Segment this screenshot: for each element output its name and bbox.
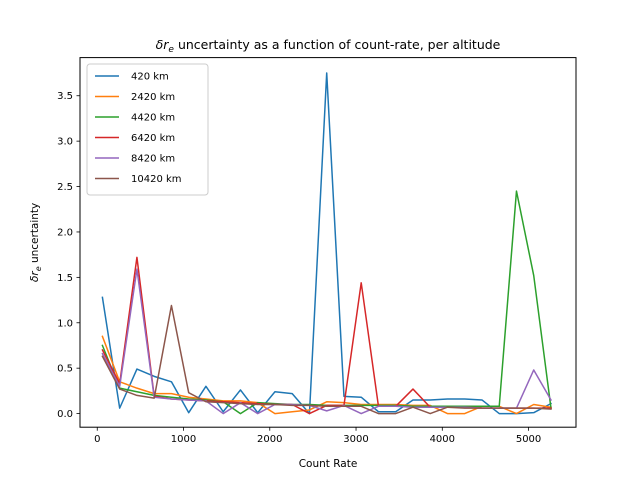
legend: 420 km 2420 km 4420 km 6420 km 8420 km 10420 … [86,63,209,196]
y-tick-label: 3.5 [57,91,73,102]
y-tick-label: 2.5 [57,182,73,193]
y-axis-label: δre uncertainty [29,203,43,282]
series-line-6420-km [101,256,552,415]
legend-label: 6420 km [131,133,175,144]
legend-label: 2420 km [131,92,175,103]
series-line-8420-km [101,268,553,415]
legend-label: 4420 km [131,113,175,124]
x-tick-label: 1000 [171,434,196,445]
y-tick-label: 1.5 [57,273,73,284]
y-tick-label: 0.0 [57,409,73,420]
x-axis: 0 1000 2000 3000 4000 5000 [94,427,541,445]
x-tick-label: 4000 [430,434,455,445]
series-line-4420-km [101,190,552,415]
y-tick-label: 2.0 [57,227,73,238]
x-tick-label: 3000 [343,434,368,445]
y-axis: 0.0 0.5 1.0 1.5 2.0 2.5 3.0 3.5 [57,91,80,420]
x-tick-label: 0 [94,434,100,445]
x-axis-label: Count Rate [299,458,358,470]
series-line-420-km [101,72,552,415]
plot-frame [79,57,577,428]
x-tick-label: 5000 [516,434,541,445]
y-tick-label: 1.0 [57,318,73,329]
y-tick-label: 3.0 [57,137,73,148]
chart-title: δre uncertainty as a function of count-r… [156,37,501,55]
plot-area [101,72,553,415]
legend-label: 420 km [131,72,169,83]
series-line-10420-km [101,304,552,415]
legend-label: 8420 km [131,154,175,165]
y-tick-label: 0.5 [57,364,73,375]
legend-label: 10420 km [131,174,182,185]
x-tick-label: 2000 [257,434,282,445]
